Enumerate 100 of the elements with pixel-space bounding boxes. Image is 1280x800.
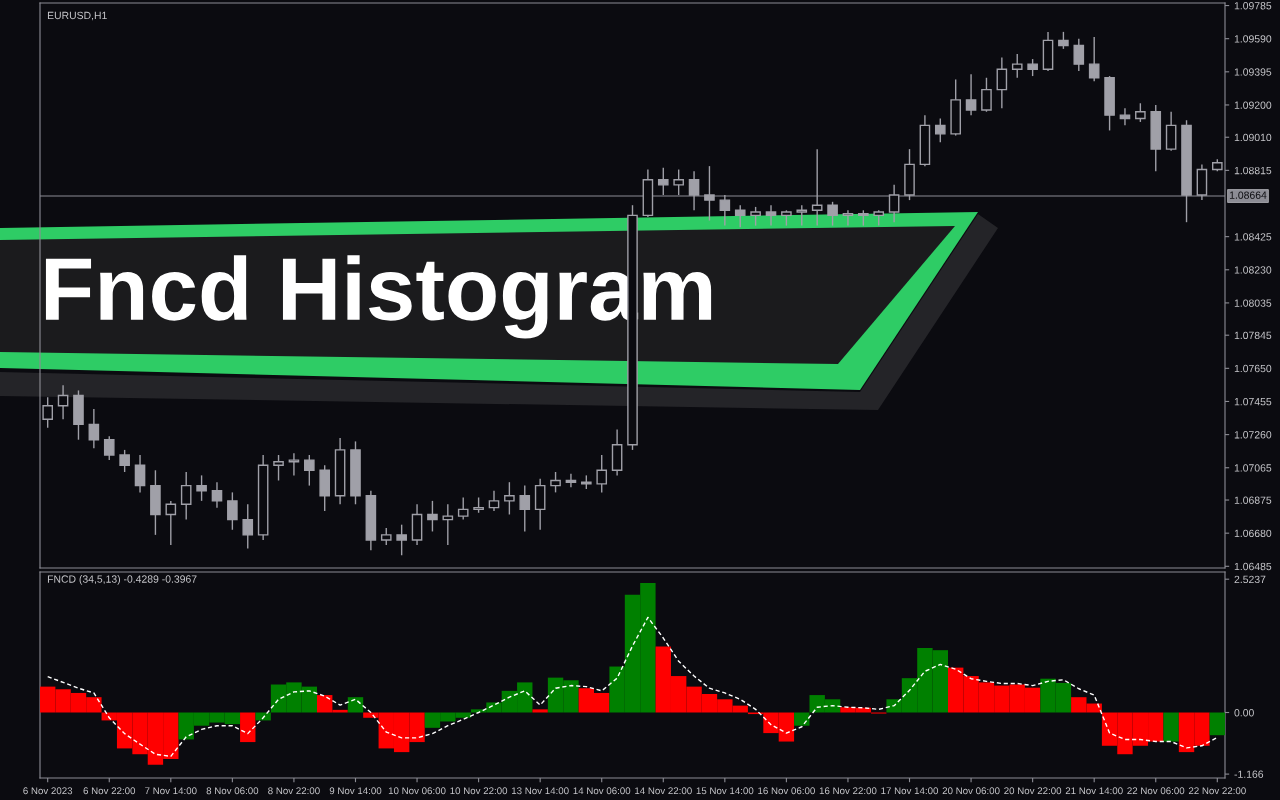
candlestick <box>534 478 546 531</box>
candlestick <box>165 500 177 546</box>
candlestick <box>273 454 284 482</box>
candlestick <box>688 170 700 212</box>
bar <box>1209 712 1225 736</box>
candlestick <box>981 77 992 113</box>
x-tick-label: 20 Nov 06:00 <box>942 787 1000 795</box>
candlestick <box>1088 36 1100 82</box>
x-tick-label: 8 Nov 22:00 <box>268 787 320 795</box>
y-tick-label: 2.5237 <box>1234 575 1266 584</box>
candlestick <box>811 148 823 227</box>
annotation: Fncd Histogram <box>45 255 712 339</box>
candlestick <box>457 496 469 521</box>
candlestick <box>673 168 684 196</box>
y-tick-label: 1.09590 <box>1234 35 1272 43</box>
candlestick <box>657 167 669 196</box>
y-tick-label: 1.06485 <box>1234 562 1272 571</box>
line-series <box>46 616 1219 758</box>
y-tick-label: 1.09010 <box>1234 133 1272 142</box>
candlestick <box>596 454 608 494</box>
y-tick-label: 1.07260 <box>1234 431 1272 439</box>
candlestick <box>842 209 854 227</box>
y-tick-label: 1.07065 <box>1234 464 1272 472</box>
candlestick <box>103 435 115 461</box>
x-tick-label: 7 Nov 14:00 <box>145 787 197 795</box>
bar <box>794 712 810 726</box>
candlestick <box>1011 53 1023 79</box>
y-tick-label: 1.09785 <box>1234 2 1272 10</box>
x-tick-label: 9 Nov 14:00 <box>329 787 382 795</box>
y-tick-label: 1.08035 <box>1234 299 1272 307</box>
candlestick <box>180 471 192 521</box>
x-tick-label: 14 Nov 22:00 <box>635 787 692 795</box>
candlestick <box>1119 107 1131 127</box>
candlestick <box>750 206 761 227</box>
chart-title: FNCD (34,5,13) -0.4289 -0.3967 <box>47 575 197 585</box>
candlestick <box>765 204 777 227</box>
x-tick-label: 17 Nov 14:00 <box>881 787 939 795</box>
y-tick-label: 1.09200 <box>1234 101 1272 109</box>
y-tick-label: 1.08425 <box>1234 233 1272 241</box>
y-tick-label: 1.08815 <box>1234 166 1272 175</box>
candlestick <box>427 500 438 533</box>
candlestick <box>196 474 207 502</box>
candlestick <box>1073 37 1085 72</box>
candlestick <box>242 503 254 550</box>
candlestick <box>934 117 946 144</box>
candlestick <box>119 449 130 473</box>
candlestick <box>704 165 715 222</box>
x-tick-label: 10 Nov 22:00 <box>450 787 508 795</box>
candlestick <box>42 396 54 429</box>
x-tick-label: 22 Nov 06:00 <box>1127 787 1185 795</box>
candlestick <box>719 194 731 227</box>
x-tick-label: 13 Nov 14:00 <box>511 787 569 795</box>
bar <box>347 697 364 713</box>
candlestick <box>134 454 146 494</box>
candlestick <box>796 204 808 227</box>
x-tick-label: 6 Nov 22:00 <box>83 787 136 795</box>
candlestick <box>888 184 900 223</box>
candlestick <box>396 523 407 556</box>
y-tick-label: 1.07845 <box>1234 331 1272 340</box>
candlestick <box>227 491 238 531</box>
y-tick-label: 1.07455 <box>1234 397 1272 406</box>
bar <box>240 712 256 743</box>
x-tick-label: 15 Nov 14:00 <box>696 787 754 795</box>
y-tick-label: 1.06875 <box>1234 496 1272 504</box>
candlestick <box>1165 111 1177 152</box>
candlestick <box>734 204 746 228</box>
candlestick <box>211 481 223 509</box>
candlestick <box>304 454 315 487</box>
candlestick <box>442 503 454 546</box>
candlestick <box>88 408 100 449</box>
x-tick-label: 20 Nov 22:00 <box>1004 787 1062 795</box>
y-tick-label: 0.00 <box>1234 709 1254 717</box>
x-tick-label: 8 Nov 06:00 <box>206 787 259 795</box>
candlestick <box>1135 102 1146 123</box>
candlestick <box>965 73 977 116</box>
x-tick-label: 6 Nov 2023 <box>23 787 73 795</box>
candlestick <box>519 484 531 533</box>
text: EURUSD,H1 <box>47 11 107 21</box>
y-tick-label: 1.09395 <box>1234 68 1272 76</box>
candlestick <box>504 481 515 516</box>
candlestick <box>565 472 577 488</box>
candlestick <box>488 489 500 512</box>
candlestick <box>57 384 69 421</box>
y-tick-label: 1.07650 <box>1234 364 1272 373</box>
candlestick <box>996 56 1008 110</box>
y-tick-label: -1.166 <box>1234 770 1264 778</box>
y-tick-label: 1.06680 <box>1234 529 1272 538</box>
x-tick-label: 16 Nov 22:00 <box>819 787 877 795</box>
x-tick-label: 22 Nov 22:00 <box>1188 787 1246 795</box>
bar <box>532 709 548 713</box>
ref-line-label: 1.08664 <box>1229 191 1267 199</box>
x-tick-label: 16 Nov 06:00 <box>758 787 815 795</box>
candlestick <box>288 452 300 477</box>
x-tick-label: 10 Nov 06:00 <box>388 787 446 795</box>
bar <box>1163 712 1179 742</box>
x-tick-label: 14 Nov 06:00 <box>573 787 631 795</box>
candlestick <box>827 201 838 227</box>
y-tick-label: 1.08230 <box>1234 266 1272 274</box>
x-tick-label: 21 Nov 14:00 <box>1065 787 1123 795</box>
candlestick <box>550 471 561 494</box>
